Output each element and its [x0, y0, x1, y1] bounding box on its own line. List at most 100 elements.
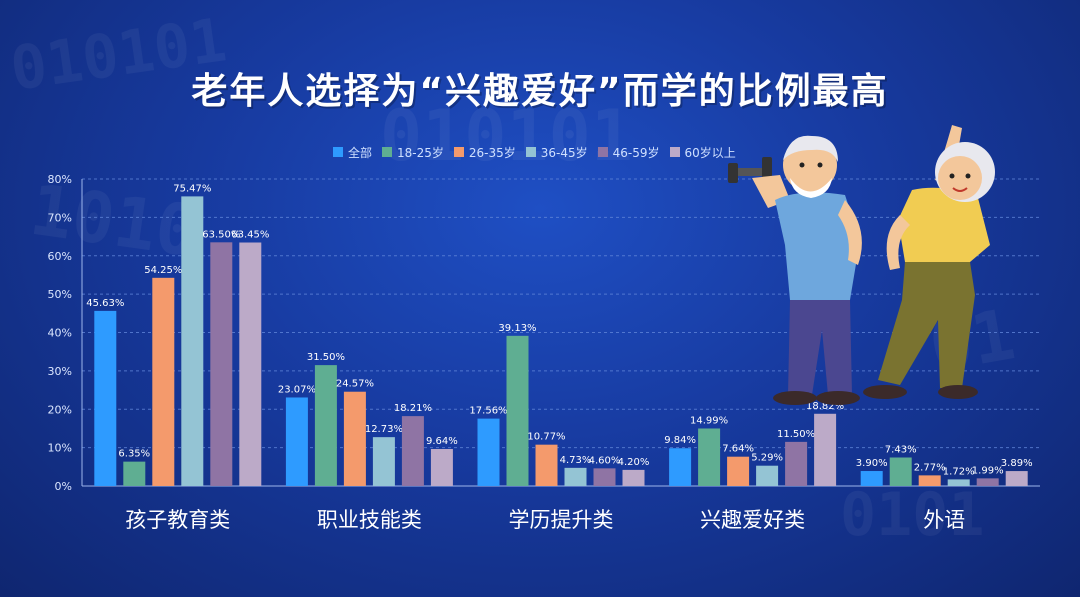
- y-tick-label: 30%: [48, 365, 72, 378]
- data-label: 11.50%: [777, 429, 815, 440]
- legend-item: 36-45岁: [525, 144, 588, 161]
- data-label: 18.82%: [806, 401, 844, 412]
- data-label: 45.63%: [86, 298, 124, 309]
- bar: [947, 479, 970, 486]
- data-label: 24.57%: [336, 379, 374, 390]
- legend-swatch: [669, 147, 680, 157]
- binary-background: 010101: [380, 95, 633, 177]
- elderly-woman-stretching-icon: [863, 125, 995, 399]
- y-tick-label: 70%: [48, 211, 72, 224]
- data-label: 2.77%: [914, 462, 946, 473]
- data-label: 4.73%: [560, 455, 592, 466]
- data-label: 7.43%: [885, 444, 917, 455]
- data-label: 63.45%: [231, 230, 269, 241]
- data-label: 6.35%: [118, 449, 150, 460]
- bar: [918, 475, 941, 486]
- bar: [669, 448, 692, 486]
- data-label: 75.47%: [173, 183, 211, 194]
- bar: [756, 465, 779, 486]
- bar: [94, 310, 117, 486]
- data-label: 63.50%: [202, 229, 240, 240]
- bar: [535, 444, 558, 486]
- legend-label: 26-35岁: [468, 145, 516, 160]
- data-label: 4.20%: [618, 457, 650, 468]
- x-category-label: 外语: [923, 508, 965, 532]
- chart-legend: 全部 18-25岁 26-35岁 36-45岁 46-59岁 60岁以上: [333, 141, 736, 163]
- y-tick-label: 50%: [48, 288, 72, 301]
- y-tick-label: 20%: [48, 403, 72, 416]
- data-label: 12.73%: [365, 424, 403, 435]
- data-label: 9.64%: [426, 436, 458, 447]
- y-tick-label: 60%: [48, 250, 72, 263]
- bar: [430, 449, 453, 486]
- legend-item: 46-59岁: [597, 144, 660, 161]
- legend-swatch: [525, 147, 536, 157]
- data-label: 7.64%: [722, 444, 754, 455]
- bar: [889, 457, 912, 486]
- data-label: 3.89%: [1001, 458, 1033, 469]
- bar: [976, 478, 999, 486]
- data-label: 5.29%: [751, 453, 783, 464]
- legend-swatch: [453, 147, 464, 157]
- bar: [210, 242, 233, 486]
- bar: [181, 196, 204, 486]
- data-label: 18.21%: [394, 403, 432, 414]
- page-title: 老年人选择为“兴趣爱好”而学的比例最高: [191, 71, 889, 112]
- bar: [593, 468, 616, 486]
- bar: [785, 441, 808, 486]
- legend-label: 36-45岁: [540, 145, 588, 160]
- bar: [285, 397, 308, 486]
- bar: [343, 391, 366, 486]
- binary-background: 0101: [840, 480, 985, 550]
- legend-item: 60岁以上: [669, 144, 736, 161]
- x-category-label: 职业技能类: [317, 508, 422, 532]
- y-tick-label: 10%: [48, 442, 72, 455]
- data-label: 1.99%: [972, 465, 1004, 476]
- legend-swatch: [597, 147, 608, 157]
- y-tick-label: 0%: [55, 480, 72, 493]
- bar: [622, 469, 645, 486]
- data-label: 54.25%: [144, 265, 182, 276]
- bar: [152, 277, 175, 486]
- bar: [372, 437, 395, 486]
- bar: [814, 413, 837, 486]
- data-label: 10.77%: [527, 432, 565, 443]
- data-label: 14.99%: [690, 415, 728, 426]
- legend-swatch: [333, 147, 343, 157]
- legend-item: 全部: [333, 144, 372, 161]
- legend-swatch: [382, 147, 393, 157]
- bar: [123, 461, 146, 486]
- y-tick-label: 80%: [48, 173, 72, 186]
- legend-label: 60岁以上: [684, 145, 736, 160]
- data-label: 3.90%: [856, 458, 888, 469]
- bar: [401, 416, 424, 486]
- bar: [477, 418, 500, 486]
- legend-item: 26-35岁: [453, 144, 516, 161]
- legend-item: 18-25岁: [382, 144, 444, 161]
- legend-label: 46-59岁: [612, 145, 660, 160]
- bar: [860, 471, 883, 486]
- bar: [314, 365, 337, 486]
- data-label: 17.56%: [469, 406, 507, 417]
- legend-label: 18-25岁: [397, 145, 444, 160]
- x-category-label: 学历提升类: [509, 508, 614, 532]
- bar: [239, 242, 262, 486]
- bar: [1005, 471, 1028, 486]
- x-category-label: 孩子教育类: [125, 508, 230, 532]
- x-category-label: 兴趣爱好类: [700, 508, 805, 532]
- data-label: 23.07%: [278, 384, 316, 395]
- data-label: 9.84%: [664, 435, 696, 446]
- bar: [564, 467, 587, 486]
- y-tick-label: 40%: [48, 327, 72, 340]
- legend-label: 全部: [348, 145, 373, 160]
- bar: [727, 456, 750, 486]
- data-label: 4.60%: [589, 455, 621, 466]
- data-label: 39.13%: [498, 323, 536, 334]
- bar: [698, 428, 721, 486]
- elderly-man-dumbbell-icon: [728, 135, 862, 405]
- bar: [506, 335, 529, 486]
- data-label: 31.50%: [307, 352, 345, 363]
- data-label: 1.72%: [943, 466, 975, 477]
